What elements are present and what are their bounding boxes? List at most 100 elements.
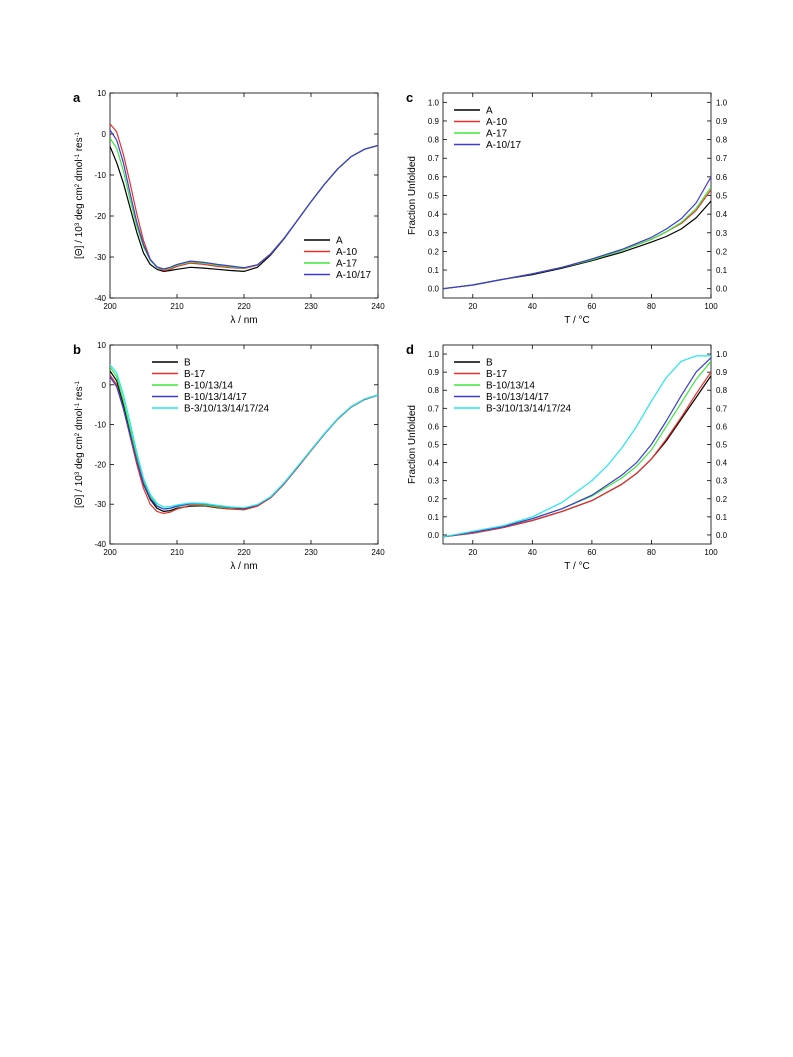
y-tick-label: -10 bbox=[94, 421, 106, 430]
panel-letter: a bbox=[73, 90, 81, 105]
x-tick-label: 20 bbox=[468, 548, 477, 557]
y-tick-label: -10 bbox=[94, 171, 106, 180]
y-tick-label-right: 0.5 bbox=[716, 441, 728, 450]
x-tick-label: 60 bbox=[587, 548, 596, 557]
series-group bbox=[110, 123, 378, 272]
y-tick-label: 0.1 bbox=[428, 513, 440, 522]
y-tick-label-right: 1.0 bbox=[716, 98, 728, 107]
legend-label: B bbox=[184, 358, 191, 369]
legend-label: B-10/13/14 bbox=[184, 381, 233, 392]
y-tick-label-right: 0.0 bbox=[716, 531, 728, 540]
y-tick-label-right: 0.8 bbox=[716, 136, 728, 145]
series-group bbox=[443, 176, 711, 290]
x-tick-label: 60 bbox=[587, 302, 596, 311]
plot-frame bbox=[442, 92, 712, 299]
x-axis-label: T / °C bbox=[564, 315, 589, 326]
y-tick-label-right: 0.1 bbox=[716, 266, 728, 275]
x-tick-label: 230 bbox=[304, 302, 318, 311]
legend-label: B-10/13/14/17 bbox=[184, 392, 247, 403]
x-tick-label: 240 bbox=[371, 548, 385, 557]
y-tick-label: 0.5 bbox=[428, 192, 440, 201]
x-tick-label: 200 bbox=[103, 548, 117, 557]
y-tick-label: 1.0 bbox=[428, 98, 440, 107]
series-line-B-10/13/14 bbox=[110, 366, 378, 510]
plot-frame bbox=[442, 344, 712, 545]
x-tick-label: 230 bbox=[304, 548, 318, 557]
x-tick-label: 210 bbox=[170, 548, 184, 557]
y-tick-label: 0.4 bbox=[428, 459, 440, 468]
chart-panel-b: b 200 210 220 230 240 -40 -30 -20 -10 0 10 λ / nm [Θ]… bbox=[73, 341, 385, 572]
y-tick-label: 0.2 bbox=[428, 247, 440, 256]
legend-label: A bbox=[336, 236, 343, 247]
x-tick-label: 200 bbox=[103, 302, 117, 311]
y-axis-label: Fraction Unfolded bbox=[407, 405, 418, 484]
x-tick-label: 240 bbox=[371, 302, 385, 311]
legend-label: B-3/10/13/14/17/24 bbox=[184, 404, 270, 415]
y-tick-label: -30 bbox=[94, 500, 106, 509]
panel-letter: d bbox=[406, 342, 414, 357]
y-tick-label: 0.7 bbox=[428, 404, 440, 413]
y-tick-label: 0 bbox=[102, 381, 107, 390]
y-tick-label: -40 bbox=[94, 540, 106, 549]
x-axis-label: λ / nm bbox=[230, 315, 257, 326]
plot-frame bbox=[109, 344, 379, 545]
x-tick-label: 20 bbox=[468, 302, 477, 311]
series-group bbox=[443, 355, 711, 538]
chart-panel-d: d 20 40 60 80 100 0.0 0.0 0.1 0.1 0.2 0.2 0.3 0.3 0.4 0… bbox=[406, 342, 728, 572]
y-tick-label: -20 bbox=[94, 460, 106, 469]
chart-panel-a: a 200 210 220 230 240 -40 -30 -20 -10 0 10 λ / nm [Θ]… bbox=[73, 89, 385, 326]
legend-label: B-17 bbox=[486, 369, 508, 380]
series-line-B-10/13/14/17 bbox=[443, 357, 711, 538]
legend: AA-10A-17A-10/17 bbox=[454, 106, 521, 151]
y-tick-label: 1.0 bbox=[428, 350, 440, 359]
y-tick-label: 0.7 bbox=[428, 154, 440, 163]
legend-label: A-10/17 bbox=[486, 140, 521, 151]
legend: BB-17B-10/13/14B-10/13/14/17B-3/10/13/14… bbox=[454, 358, 572, 415]
x-tick-label: 80 bbox=[647, 302, 656, 311]
y-tick-label: 0.0 bbox=[428, 531, 440, 540]
y-tick-label-right: 0.2 bbox=[716, 495, 728, 504]
y-tick-label: 10 bbox=[97, 89, 106, 98]
chart-panel-c: c 20 40 60 80 100 0.0 0.0 0.1 0.1 0.2 0.2 0.3 0.3 0.4 0… bbox=[406, 90, 728, 326]
y-tick-label: 0.1 bbox=[428, 266, 440, 275]
y-tick-label: 0 bbox=[102, 130, 107, 139]
x-tick-label: 40 bbox=[528, 302, 537, 311]
y-tick-label-right: 0.2 bbox=[716, 247, 728, 256]
legend-label: A-10 bbox=[486, 117, 508, 128]
x-tick-label: 100 bbox=[704, 548, 718, 557]
series-line-A-10/17 bbox=[443, 176, 711, 290]
y-tick-label: 0.3 bbox=[428, 229, 440, 238]
y-tick-label: 0.6 bbox=[428, 173, 440, 182]
y-axis-label: [Θ] / 103 deg cm2 dmol-1 res-1 bbox=[74, 131, 85, 259]
series-line-A bbox=[443, 200, 711, 290]
x-tick-label: 40 bbox=[528, 548, 537, 557]
y-tick-label-right: 0.1 bbox=[716, 513, 728, 522]
y-tick-label: 0.5 bbox=[428, 441, 440, 450]
y-tick-label-right: 0.5 bbox=[716, 192, 728, 201]
y-tick-label: -40 bbox=[94, 294, 106, 303]
y-tick-label: 10 bbox=[97, 341, 106, 350]
y-tick-label-right: 0.6 bbox=[716, 422, 728, 431]
y-tick-label: 0.8 bbox=[428, 386, 440, 395]
x-tick-label: 220 bbox=[237, 548, 251, 557]
y-tick-label: 0.8 bbox=[428, 136, 440, 145]
y-tick-label-right: 0.3 bbox=[716, 477, 728, 486]
y-tick-label: 0.2 bbox=[428, 495, 440, 504]
y-tick-label: 0.4 bbox=[428, 210, 440, 219]
series-line-B-3/10/13/14/17/24 bbox=[110, 364, 378, 509]
legend-label: A-10 bbox=[336, 247, 358, 258]
y-tick-label-right: 0.3 bbox=[716, 229, 728, 238]
y-tick-label-right: 0.9 bbox=[716, 117, 728, 126]
legend-label: B-3/10/13/14/17/24 bbox=[486, 404, 572, 415]
legend-label: A bbox=[486, 106, 493, 117]
x-axis-label: λ / nm bbox=[230, 561, 257, 572]
series-line-B bbox=[443, 375, 711, 538]
y-tick-label-right: 0.7 bbox=[716, 154, 728, 163]
y-tick-label: 0.6 bbox=[428, 422, 440, 431]
y-tick-label-right: 0.0 bbox=[716, 285, 728, 294]
x-axis-label: T / °C bbox=[564, 561, 589, 572]
panel-letter: b bbox=[73, 342, 81, 357]
legend-label: B-10/13/14 bbox=[486, 381, 535, 392]
series-line-A-10/17 bbox=[110, 129, 378, 270]
